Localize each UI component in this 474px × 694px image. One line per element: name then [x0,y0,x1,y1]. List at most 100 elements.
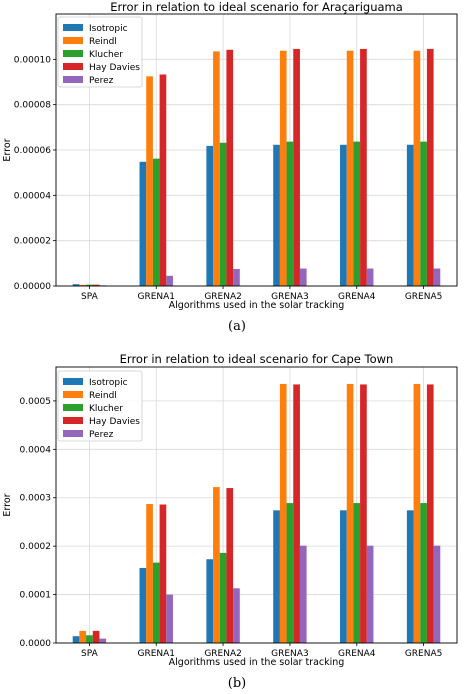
bar [219,142,227,286]
x-axis-label: Algorithms used in the solar tracking [169,657,345,668]
chart-b: 0.0000 0.0001 0.0002 0.0003 0.0004 0.0005 SPA G… [2,352,458,691]
legend-swatch [63,378,83,385]
bar [152,158,160,286]
y-tick-label: 0.0005 [20,397,52,407]
legend-label: Isotropic [89,24,128,34]
legend-swatch [63,76,83,83]
x-axis-label: Algorithms used in the solar tracking [169,300,345,311]
bar [86,284,93,286]
bar [279,50,287,286]
legend-swatch [63,24,83,31]
y-axis-label: Error [2,493,13,516]
bar [159,74,167,287]
legend-swatch [63,63,83,70]
y-tick-label: 0.00004 [14,191,51,201]
x-tick-label: GRENA4 [338,292,376,302]
bar [346,383,354,643]
bar [72,284,80,286]
bar [233,588,240,643]
y-tick-label: 0.00010 [14,55,51,65]
legend-swatch [63,417,83,424]
legend: Isotropic Reindl Klucher Hay Davies Perez [57,16,143,88]
bar [299,545,307,643]
x-tick-label: GRENA1 [137,292,175,302]
legend-label: Isotropic [89,378,128,388]
chart-title: Error in relation to ideal scenario for … [110,0,403,14]
bar [233,269,240,286]
x-tick-label: SPA [81,649,99,659]
bar [366,545,374,643]
bar [146,76,153,286]
bar [406,510,414,643]
bar [286,141,294,286]
bar [360,384,367,643]
bar [79,284,87,286]
bar [413,383,421,643]
x-tick-label: GRENA3 [271,649,309,659]
bar [406,144,414,286]
y-tick-label: 0.0003 [20,494,52,504]
bar [273,144,280,286]
bar [279,383,287,643]
y-tick-label: 0.00002 [14,237,51,247]
bar [340,144,347,286]
bar [413,50,421,286]
bar [293,384,300,643]
bar [273,510,280,643]
legend-label: Perez [89,430,114,440]
y-axis-label: Error [2,138,13,161]
chart-title: Error in relation to ideal scenario for … [120,352,394,366]
bar [166,594,173,643]
bar [92,284,100,286]
legend-label: Reindl [89,391,117,401]
bar [346,50,354,286]
bar [139,567,147,643]
y-tick-label: 0.00008 [14,101,51,111]
bar [433,268,441,286]
bar [426,48,434,287]
bar [293,48,300,287]
legend-label: Klucher [89,404,123,414]
bar [433,545,441,643]
legend-swatch [63,37,83,44]
legend-swatch [63,50,83,57]
bar [166,275,173,286]
y-tick-label: 0.0000 [20,639,52,649]
bar [72,636,80,643]
x-tick-label: GRENA2 [204,649,242,659]
y-tick-label: 0.0004 [20,445,52,455]
legend: Isotropic Reindl Klucher Hay Davies Perez [57,370,143,442]
bar [146,504,153,643]
bar [299,268,307,286]
legend-label: Hay Davies [89,417,140,427]
bar [219,552,227,643]
bar [340,510,347,643]
bar [420,141,427,286]
figure-caption: (b) [228,676,246,691]
x-tick-label: GRENA2 [204,292,242,302]
legend-swatch [63,391,83,398]
bar [366,268,374,286]
bar [206,145,214,286]
x-tick-label: GRENA4 [338,649,376,659]
bar [360,48,367,287]
bar [139,161,147,286]
bar [213,51,220,287]
y-tick-label: 0.0001 [20,591,52,601]
bar [226,49,234,287]
legend-swatch [63,430,83,437]
bar [92,630,100,643]
bar [159,504,167,643]
y-tick-label: 0.00006 [14,146,51,156]
bar [79,630,87,643]
legend-label: Hay Davies [89,63,140,73]
bar [426,384,434,643]
bar [226,488,234,643]
bar [420,503,427,643]
bar [353,503,361,643]
bar [353,141,361,286]
bar [206,559,214,643]
x-tick-label: GRENA3 [271,292,309,302]
legend-label: Klucher [89,50,123,60]
